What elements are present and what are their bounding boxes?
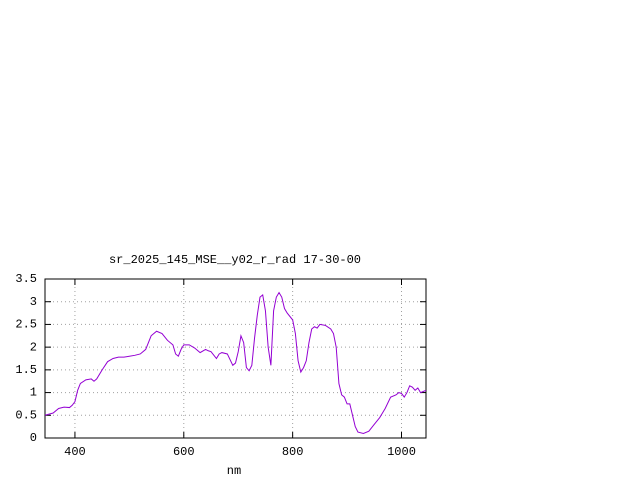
x-tick-label: 1000 — [387, 445, 416, 459]
y-tick-label: 0.5 — [15, 408, 37, 422]
x-tick-label: 400 — [64, 445, 86, 459]
data-line — [44, 291, 427, 434]
plot-frame — [44, 278, 427, 439]
x-tick-label: 600 — [173, 445, 195, 459]
chart-title: sr_2025_145_MSE__y02_r_rad 17-30-00 — [109, 253, 361, 267]
y-tick-label: 3.5 — [15, 272, 37, 286]
y-tick-label: 1 — [30, 386, 37, 400]
y-tick-label: 2 — [30, 340, 37, 354]
y-tick-label: 1.5 — [15, 363, 37, 377]
y-tick-label: 3 — [30, 295, 37, 309]
y-tick-label: 0 — [30, 431, 37, 445]
y-tick-label: 2.5 — [15, 318, 37, 332]
x-axis-label: nm — [227, 464, 241, 478]
x-tick-label: 800 — [282, 445, 304, 459]
